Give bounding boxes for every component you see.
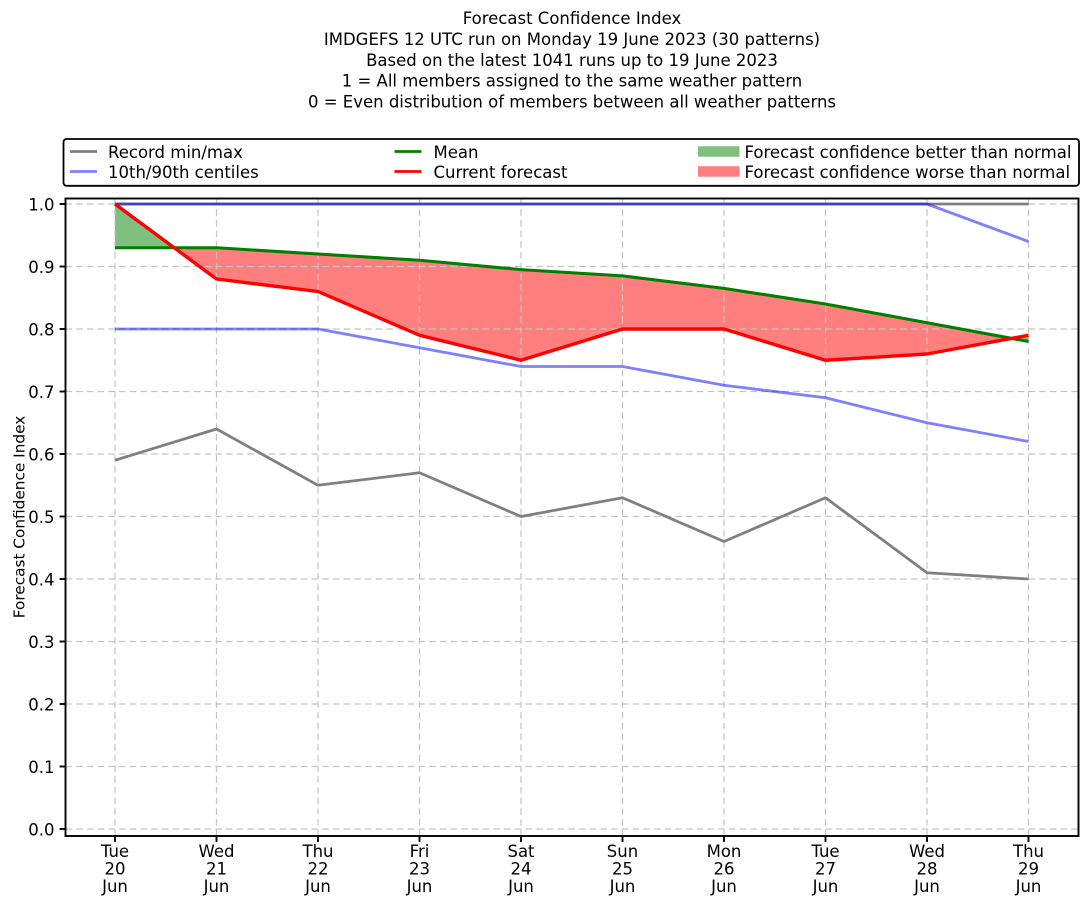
series-line-90th-centile [115, 202, 1029, 243]
title-line-1: Forecast Confidence Index [463, 9, 682, 28]
legend-swatches [70, 146, 740, 177]
legend: Record min/max 10th/90th centiles Mean C… [62, 138, 1080, 187]
x-tick-label: 24 [511, 860, 532, 879]
x-tick-label: Mon [707, 842, 742, 861]
legend-label-better: Forecast confidence better than normal [745, 143, 1072, 162]
axis-ticks-and-labels: 0.00.10.20.30.40.50.60.70.80.91.0Tue20Ju… [28, 195, 1044, 896]
legend-label-mean: Mean [434, 143, 479, 162]
x-tick-label: Sat [507, 842, 535, 861]
title-line-3: Based on the latest 1041 runs up to 19 J… [366, 51, 778, 70]
x-tick-label: Tue [810, 842, 839, 861]
title-line-5: 0 = Even distribution of members between… [308, 93, 836, 112]
title-line-4: 1 = All members assigned to the same wea… [342, 72, 803, 91]
legend-swatch-forecast-confidence-better-than-normal [698, 146, 740, 157]
data-series-lines [113, 202, 1029, 581]
x-tick-label: Thu [1012, 842, 1044, 861]
y-tick-label: 0.7 [28, 383, 54, 402]
x-tick-label: Sun [607, 842, 638, 861]
legend-swatch-forecast-confidence-worse-than-normal [698, 166, 740, 177]
y-tick-label: 0.2 [28, 695, 54, 714]
y-tick-label: 0.8 [28, 320, 54, 339]
y-axis-label: Forecast Confidence Index [11, 416, 29, 619]
y-tick-label: 0.9 [28, 258, 54, 277]
x-tick-label: 26 [714, 860, 735, 879]
x-tick-label: 27 [815, 860, 836, 879]
y-tick-label: 1.0 [28, 195, 54, 214]
x-tick-label: Jun [203, 877, 230, 896]
fill-worse-than-normal [174, 247, 1012, 361]
x-tick-label: Jun [1015, 877, 1042, 896]
x-tick-label: Jun [609, 877, 636, 896]
y-tick-label: 0.6 [28, 445, 54, 464]
x-tick-label: Jun [406, 877, 433, 896]
y-tick-label: 0.4 [28, 570, 54, 589]
x-tick-label: 25 [612, 860, 633, 879]
x-tick-label: Thu [302, 842, 334, 861]
x-tick-label: 21 [206, 860, 227, 879]
x-tick-label: 23 [409, 860, 430, 879]
x-tick-label: Wed [199, 842, 235, 861]
series-line-10th-centile [115, 327, 1029, 443]
legend-label-record-minmax: Record min/max [108, 143, 243, 162]
legend-label-centiles: 10th/90th centiles [108, 163, 259, 182]
y-tick-label: 0.1 [28, 758, 54, 777]
legend-label-worse: Forecast confidence worse than normal [745, 163, 1071, 182]
x-tick-label: Tue [100, 842, 129, 861]
x-tick-label: Jun [913, 877, 940, 896]
x-tick-label: 22 [308, 860, 329, 879]
series-line-current-forecast [113, 202, 1029, 362]
x-tick-label: Jun [304, 877, 331, 896]
series-line-record-min [114, 427, 1029, 581]
x-tick-label: Jun [101, 877, 128, 896]
chart-title-block: Forecast Confidence Index IMDGEFS 12 UTC… [308, 9, 836, 112]
x-tick-label: 20 [105, 860, 126, 879]
legend-box [62, 138, 1080, 187]
y-tick-label: 0.3 [28, 633, 54, 652]
y-tick-label: 0.5 [28, 508, 54, 527]
x-tick-label: Wed [909, 842, 945, 861]
title-line-2: IMDGEFS 12 UTC run on Monday 19 June 202… [324, 30, 820, 49]
x-tick-label: Jun [710, 877, 737, 896]
y-tick-label: 0.0 [28, 820, 54, 839]
series-line-mean [115, 246, 1029, 344]
x-tick-label: Jun [507, 877, 534, 896]
x-tick-label: 28 [917, 860, 938, 879]
legend-label-current-forecast: Current forecast [434, 163, 568, 182]
x-tick-label: Jun [812, 877, 839, 896]
x-tick-label: 29 [1018, 860, 1039, 879]
x-tick-label: Fri [410, 842, 430, 861]
